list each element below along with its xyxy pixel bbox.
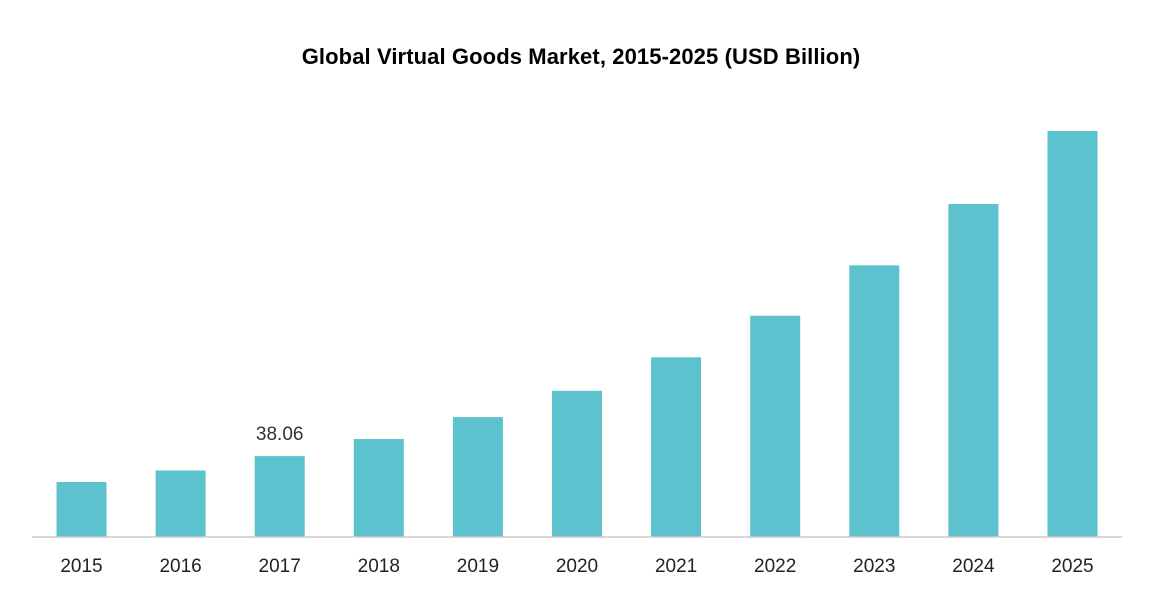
bar-2017 — [254, 456, 305, 537]
bar-2018 — [353, 439, 404, 537]
bar-2025 — [1047, 131, 1098, 537]
x-tick-label-2019: 2019 — [457, 556, 499, 577]
x-tick-label-2024: 2024 — [952, 556, 995, 577]
x-tick-label-2018: 2018 — [358, 556, 400, 577]
labels-layer: 2015 2016 2017 38.06 2018 2019 2020 2021 2022 202… — [60, 424, 1093, 577]
data-label-2017: 38.06 — [256, 424, 304, 445]
x-tick-label-2021: 2021 — [655, 556, 697, 577]
bar-2015 — [56, 482, 107, 537]
chart-title: Global Virtual Goods Market, 2015-2025 (… — [301, 44, 861, 69]
bar-2019 — [452, 417, 503, 537]
bar-2016 — [155, 470, 206, 537]
bar-2021 — [651, 357, 702, 537]
bar-2022 — [750, 315, 801, 537]
bar-2023 — [849, 265, 900, 537]
x-tick-label-2015: 2015 — [60, 556, 102, 577]
x-tick-label-2025: 2025 — [1051, 556, 1093, 577]
bar-2024 — [948, 204, 999, 537]
x-tick-label-2023: 2023 — [853, 556, 895, 577]
x-tick-label-2022: 2022 — [754, 556, 796, 577]
bars-layer — [56, 131, 1098, 537]
x-tick-label-2017: 2017 — [259, 556, 301, 577]
x-tick-label-2020: 2020 — [556, 556, 598, 577]
x-tick-label-2016: 2016 — [159, 556, 201, 577]
bar-2020 — [552, 390, 602, 537]
